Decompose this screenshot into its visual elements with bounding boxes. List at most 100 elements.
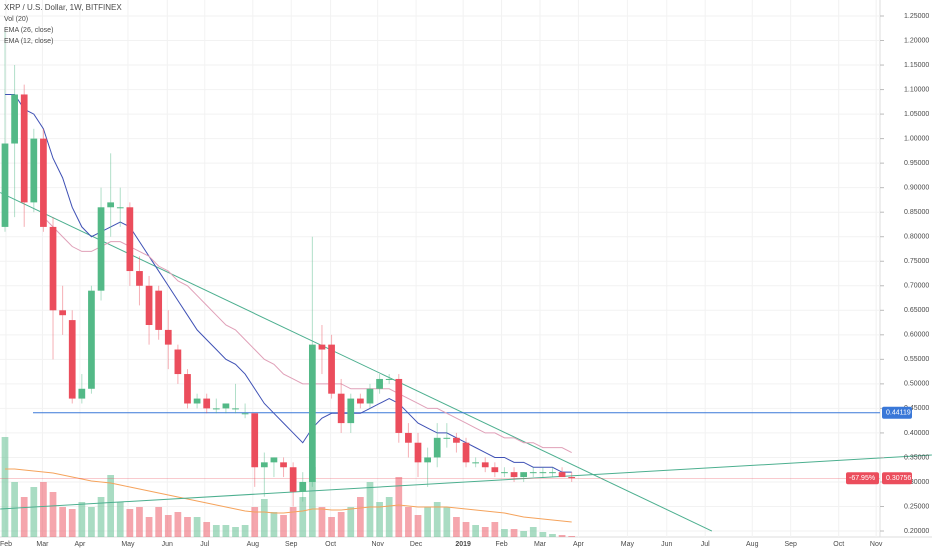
volume-bar [88,507,95,537]
x-tick-label: May [621,541,635,548]
indicator-label: EMA (26, close) [4,27,53,34]
volume-bar [376,502,383,537]
x-tick-label: May [121,541,135,548]
candle-body [222,403,230,409]
x-tick-label: 2019 [455,541,471,548]
candle-body [424,457,431,463]
candle-body [549,472,556,474]
volume-bar [212,525,220,537]
volume-bar [308,467,316,537]
x-tick-label: Jul [200,541,209,548]
indicator-label: Vol (20) [4,16,28,23]
candle-body [40,138,47,227]
price-box-label: 0.44119 [886,410,911,417]
candle-body [539,472,547,474]
x-tick-label: Sep [285,541,298,548]
volume-bar [40,482,47,537]
volume-bar [251,507,259,537]
volume-bar [145,517,153,537]
x-tick-label: Oct [325,541,336,548]
candle-body [11,94,18,144]
y-tick-label: 0.75000 [904,258,929,265]
volume-bar [529,527,537,537]
y-tick-label: 0.50000 [904,381,929,388]
volume-bar [443,507,451,537]
candle-body [443,437,451,439]
y-tick-label: 1.25000 [904,13,929,20]
volume-bar [462,522,470,537]
y-tick-label: 1.10000 [904,86,929,93]
volume-bar [520,531,528,537]
volume-bar [222,525,230,537]
y-tick-label: 0.60000 [904,332,929,339]
volume-bar [395,477,403,537]
volume-bar [184,517,191,537]
candle-body [251,413,259,468]
plot [0,0,932,537]
volume-bar [260,499,268,537]
candle-body [232,408,239,410]
y-tick-label: 0.95000 [904,160,929,167]
volume-bar [126,509,134,537]
candle-body [395,378,403,433]
candle-body [433,437,441,458]
volume-bar [337,512,345,537]
volume-bar [357,497,364,537]
volume-bar [203,522,211,537]
candle-body [289,467,297,492]
volume-bar [280,515,287,537]
candle-body [155,290,163,330]
volume-bar [472,525,479,537]
candle-body [385,378,393,380]
y-tick-label: 1.05000 [904,111,929,118]
y-tick-label: 0.45000 [904,405,929,412]
volume-bar [164,515,172,537]
volume-bar [414,515,422,537]
volume-bar [328,517,335,537]
y-tick-label: 0.25000 [904,503,929,510]
candle-body [184,374,191,404]
x-tick-label: Apr [573,541,585,548]
indicator-label: EMA (12, close) [4,38,53,45]
volume-bar [481,527,489,537]
candle-body [414,442,422,463]
volume-bar [347,507,355,537]
candle-body [203,398,211,409]
volume-bar [232,527,239,537]
volume-bar [318,507,326,537]
volume-bar [433,502,441,537]
y-tick-label: 1.15000 [904,62,929,69]
candle-body [510,472,518,478]
candle-body [529,472,537,474]
y-tick-label: 0.35000 [904,454,929,461]
x-tick-label: Jul [701,541,710,548]
y-tick-label: 0.55000 [904,356,929,363]
y-tick-label: 1.00000 [904,135,929,142]
volume-bar [49,492,57,537]
candle-body [347,398,355,424]
volume-ma-line [4,468,572,523]
candle-body [462,442,470,463]
volume-bar [20,497,28,537]
volume-bar [501,529,508,537]
volume-bar [155,507,163,537]
candle-body [318,344,326,350]
candle-body [145,285,153,326]
volume-bar [1,437,9,537]
x-tick-label: Sep [784,541,797,548]
y-tick-label: 0.30000 [904,479,929,486]
x-tick-label: Dec [410,541,423,548]
volume-bar [549,534,556,537]
volume-bar [241,525,249,537]
candle-body [337,393,345,424]
y-tick-label: 0.80000 [904,234,929,241]
candle-body [212,408,220,410]
volume-bar [568,536,576,537]
volume-bar [539,532,547,537]
x-tick-label: Nov [870,541,883,548]
volume-bar [11,482,18,537]
trend-line [0,454,932,510]
candle-body [308,344,316,482]
candle-body [78,388,86,399]
